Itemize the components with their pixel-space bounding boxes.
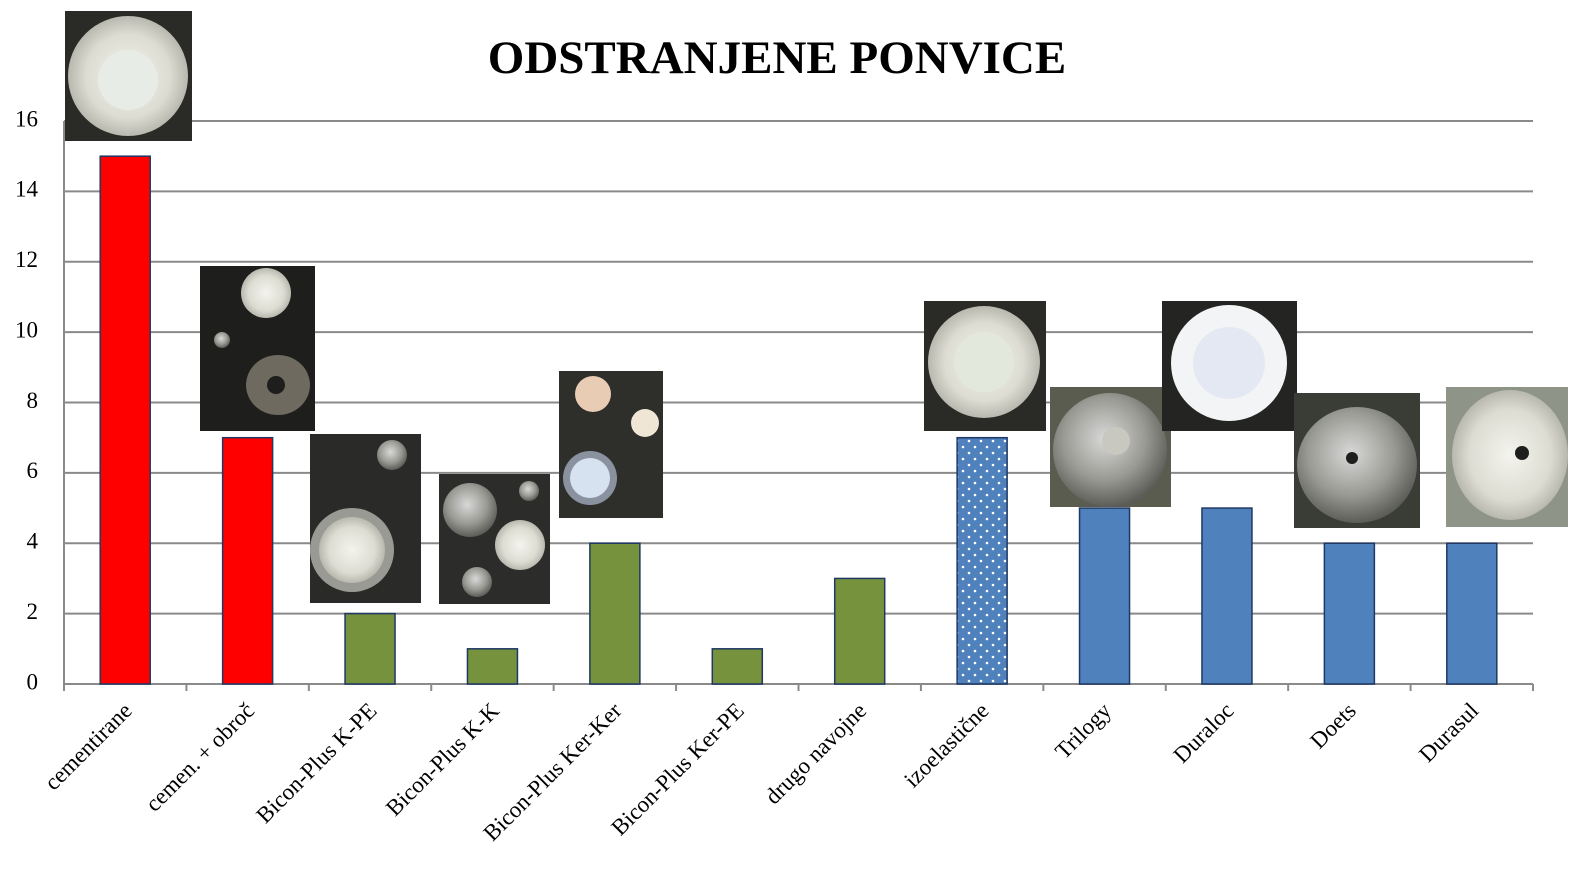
x-tick-label: Duraloc bbox=[1168, 698, 1238, 768]
y-tick-label: 0 bbox=[27, 669, 39, 694]
photo bbox=[1446, 387, 1568, 527]
bar bbox=[833, 577, 886, 685]
photo bbox=[200, 266, 315, 431]
bar bbox=[956, 436, 1008, 685]
x-tick-label: Bicon-Plus Ker-PE bbox=[606, 698, 748, 840]
bar bbox=[99, 155, 151, 685]
bar bbox=[1078, 507, 1131, 685]
y-tick-label: 2 bbox=[27, 599, 39, 624]
photo bbox=[1294, 393, 1420, 528]
bar bbox=[1446, 542, 1498, 685]
bar bbox=[589, 542, 641, 685]
photo bbox=[1162, 301, 1297, 431]
y-tick-label: 8 bbox=[27, 388, 39, 413]
x-tick-label: drugo navojne bbox=[760, 698, 871, 809]
x-tick-label: Trilogy bbox=[1050, 698, 1116, 764]
x-tick-label: izoelastične bbox=[899, 698, 993, 792]
y-tick-label: 4 bbox=[27, 529, 39, 554]
photo bbox=[439, 474, 550, 604]
bar bbox=[711, 648, 764, 685]
bar bbox=[466, 648, 519, 685]
x-tick-label: cemen. + obroč bbox=[141, 698, 260, 817]
photo bbox=[559, 371, 663, 518]
photos bbox=[65, 11, 1568, 604]
x-tick-label: cementirane bbox=[40, 698, 137, 795]
x-tick-label: Doets bbox=[1305, 698, 1361, 754]
photo bbox=[65, 11, 192, 141]
bar bbox=[221, 436, 274, 685]
bar bbox=[1201, 507, 1253, 685]
bar bbox=[1323, 542, 1376, 685]
photo bbox=[310, 434, 421, 603]
y-tick-label: 14 bbox=[15, 177, 39, 202]
x-tick-label: Durasul bbox=[1414, 698, 1483, 767]
y-tick-label: 16 bbox=[15, 106, 38, 131]
y-tick-label: 10 bbox=[15, 317, 38, 342]
y-tick-label: 6 bbox=[27, 458, 39, 483]
y-tick-label: 12 bbox=[15, 247, 38, 272]
photo bbox=[1050, 387, 1171, 507]
bar bbox=[344, 612, 396, 685]
photo bbox=[924, 301, 1046, 431]
x-tick-label: Bicon-Plus K-PE bbox=[251, 698, 381, 828]
chart-title: ODSTRANJENE PONVICE bbox=[488, 32, 1066, 84]
x-tick-label: Bicon-Plus K-K bbox=[381, 698, 504, 821]
x-tick-label: Bicon-Plus Ker-Ker bbox=[479, 698, 627, 846]
